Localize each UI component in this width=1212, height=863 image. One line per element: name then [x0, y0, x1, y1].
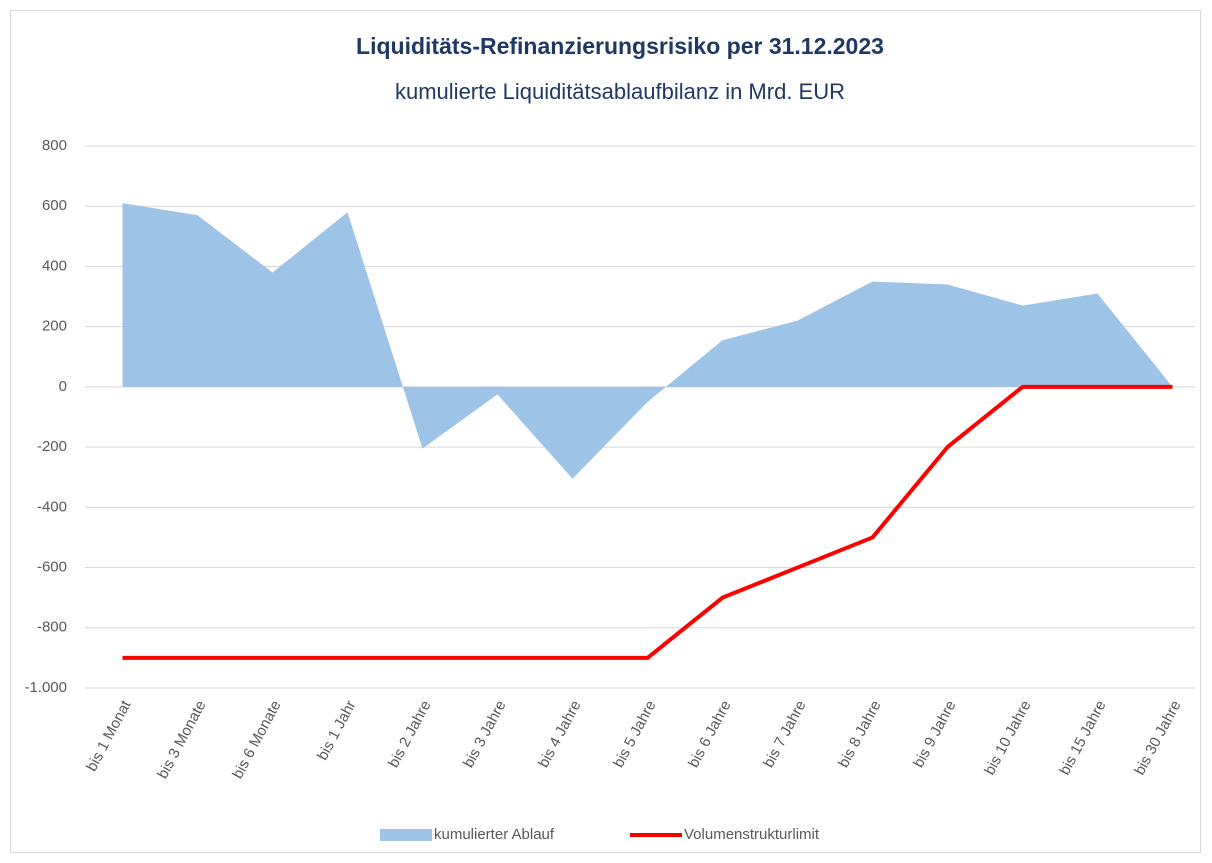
- y-tick-label: 600: [42, 197, 67, 214]
- legend-swatch: [380, 829, 432, 841]
- legend-label: Volumenstrukturlimit: [684, 826, 820, 843]
- y-tick-label: 400: [42, 257, 67, 274]
- legend-label: kumulierter Ablauf: [434, 826, 555, 843]
- y-tick-label: 0: [59, 378, 67, 395]
- y-tick-label: -600: [37, 559, 67, 576]
- y-tick-label: -200: [37, 438, 67, 455]
- area: [122, 203, 1173, 479]
- chart-subtitle: kumulierte Liquiditätsablaufbilanz in Mr…: [395, 79, 845, 104]
- chart-title: Liquiditäts-Refinanzierungsrisiko per 31…: [356, 33, 884, 59]
- y-tick-label: 200: [42, 318, 67, 335]
- line: [122, 384, 1173, 660]
- y-tick-label: 800: [42, 137, 67, 154]
- y-tick-label: -400: [37, 498, 67, 515]
- y-tick-label: -1.000: [24, 679, 67, 696]
- y-tick-label: -800: [37, 619, 67, 636]
